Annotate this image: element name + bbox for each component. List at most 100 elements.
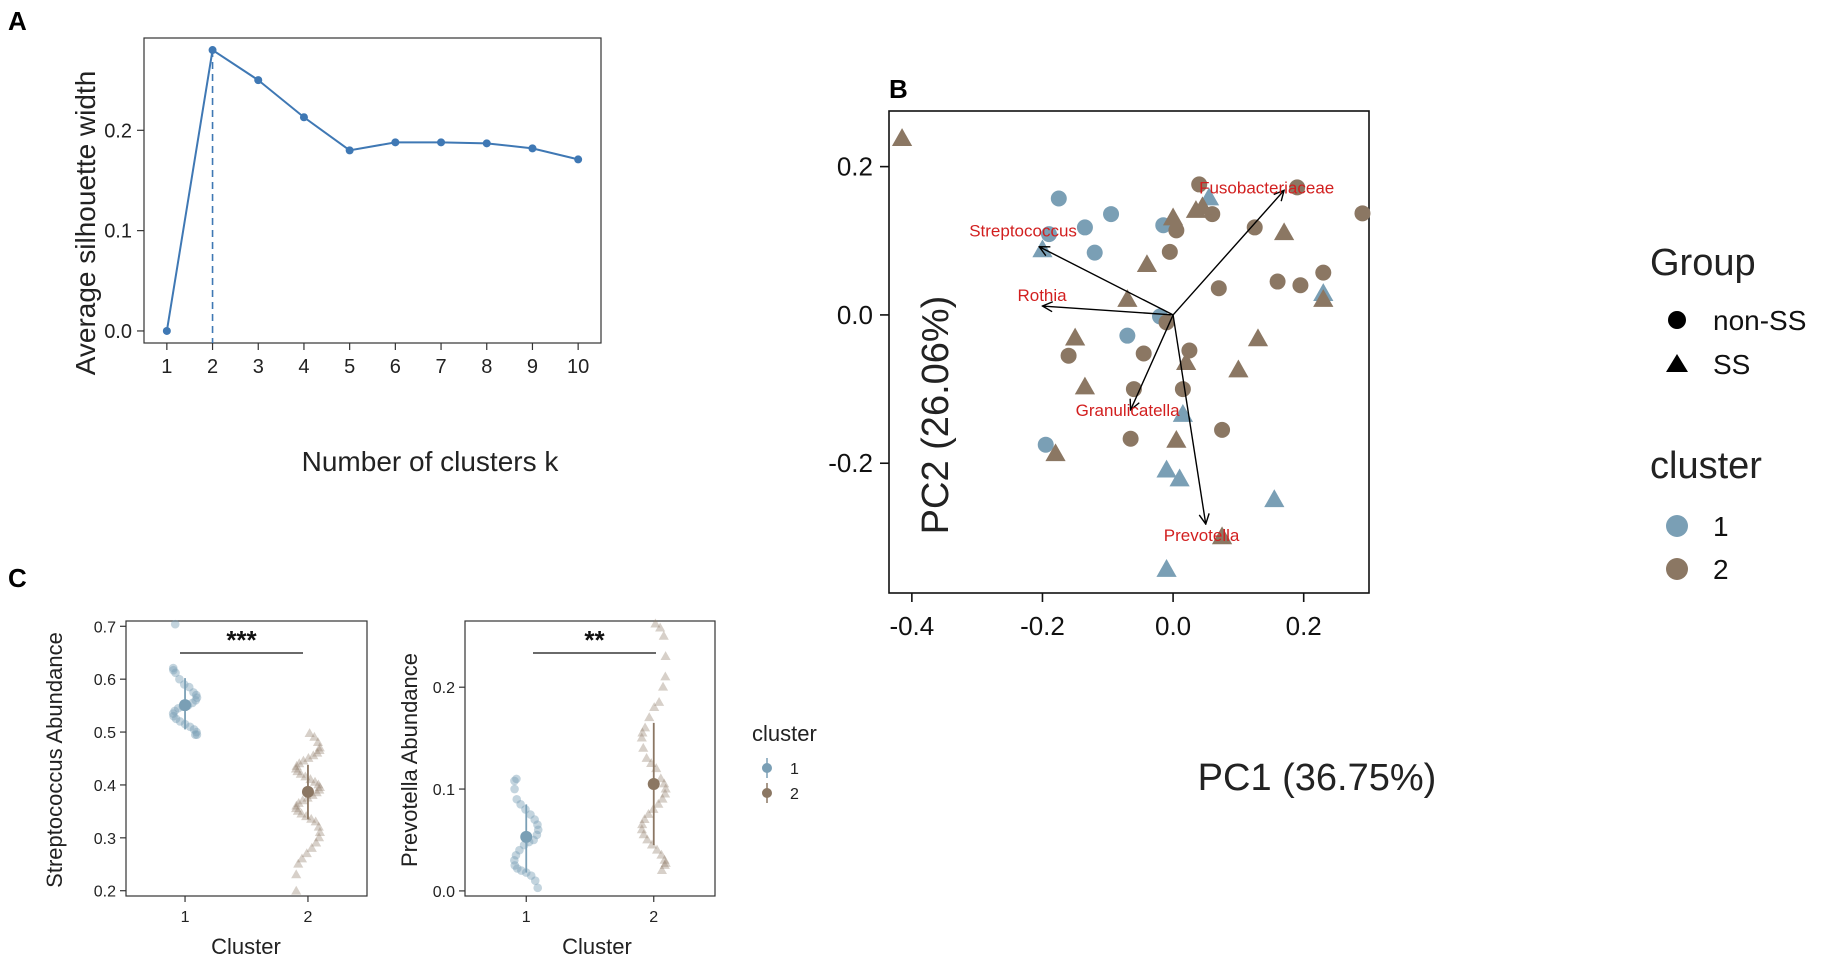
panel-b-point-non-ss (1161, 243, 1178, 260)
panel-b-ylabel: PC2 (26.06%) (915, 296, 957, 535)
panel-c1-significance: *** (226, 625, 257, 655)
panel-a-point (482, 139, 491, 148)
panel-b-legend: Group non-SS SS cluster 1 2 (1650, 242, 1806, 585)
panel-c2-xlabel: Cluster (562, 934, 632, 959)
panel-c2-cluster2-point (639, 814, 650, 824)
panel-b-frame (888, 110, 1370, 594)
panel-c2-cluster1-point (516, 800, 525, 809)
panel-c2-ylabel: Prevotella Abundance (397, 653, 422, 867)
panel-c1-cluster2-point (311, 837, 322, 847)
panel-c1-xtick-label: 1 (181, 909, 190, 926)
panel-c1-cluster2-point (312, 737, 324, 747)
panel-c2-cluster2-point (642, 834, 653, 844)
panel-c1-cluster2-point (291, 803, 302, 813)
panel-c1-cluster1-point (191, 690, 201, 700)
panel-a-xtick-label: 9 (527, 356, 538, 378)
panel-c2-cluster2-point (646, 839, 658, 849)
panel-b-point-ss (1172, 404, 1193, 422)
panel-c2-cluster2-point (658, 630, 669, 640)
panel-c1-cluster2-point (296, 808, 307, 818)
panel-b-loading-label: Rothia (1017, 286, 1067, 305)
panel-b-point-ss (1162, 207, 1184, 226)
panel-c2-cluster1-point (512, 794, 522, 804)
panel-b-point-non-ss (1076, 219, 1093, 236)
panel-b-xlabel: PC1 (36.75%) (1198, 757, 1437, 799)
panel-c2-cluster1-point (510, 861, 520, 870)
panel-c2-cluster1-point (510, 784, 519, 794)
panel-b-ytick-label: 0.0 (837, 300, 873, 330)
panel-c1-cluster1-point (168, 663, 178, 673)
panel-b-point-non-ss (1289, 179, 1306, 196)
panel-a-point (254, 76, 263, 85)
panel-c1-cluster1-point (170, 706, 180, 716)
panel-b-point-non-ss (1041, 226, 1057, 243)
panel-c1-cluster1-point (192, 727, 201, 737)
panel-c2-cluster2-point (650, 618, 661, 628)
panel-c1-cluster1-point (171, 668, 180, 678)
panel-c2-cluster2-point (653, 798, 664, 808)
panel-c1-cluster2-point (292, 805, 303, 815)
panel-c1-cluster2-point (291, 800, 302, 810)
panel-a-xtick-label: 4 (298, 356, 309, 378)
panel-c1-cluster2-point (309, 776, 321, 786)
panel-b-point-ss (1228, 359, 1249, 378)
panel-a-xtick-label: 10 (567, 356, 589, 378)
panel-a-xtick-label: 6 (390, 356, 401, 378)
panel-c1-frame (125, 620, 368, 897)
panel-c2-cluster2-point (640, 722, 651, 732)
panel-c1-cluster1-point (184, 682, 194, 692)
panel-c2-cluster2-point (636, 732, 647, 742)
panel-a-silhouette-chart: 1 2 3 4 5 6 7 8 9 10 0.0 0.1 0.2 (104, 37, 602, 378)
panel-c1-cluster2-point (313, 832, 325, 842)
panel-c1-cluster2-point (301, 848, 312, 858)
panel-c1-cluster2-point (294, 758, 305, 768)
panel-a-point (162, 326, 171, 335)
panel-c2-cluster1-point (510, 776, 519, 786)
panel-b-xtick-label: 0.0 (1155, 611, 1191, 641)
panel-b-point-non-ss (1315, 264, 1332, 281)
panel-a-xlabel: Number of clusters k (302, 446, 560, 477)
panel-c2-cluster2-point (644, 712, 655, 722)
panel-c1-cluster2-point (314, 742, 325, 752)
panel-c1-cluster2-point (291, 760, 302, 770)
legend-cluster-title: cluster (1650, 445, 1762, 487)
panel-c2-cluster2-point (637, 727, 648, 737)
panel-b-point-ss (1185, 200, 1207, 218)
panel-c1-cluster2-point (292, 766, 303, 776)
panel-c2-cluster2-point (660, 651, 671, 661)
panel-c2-cluster2-point (638, 829, 649, 839)
panel-c1-cluster1-point (191, 696, 200, 705)
panel-b-point-non-ss (1292, 277, 1309, 294)
panel-c-prevotella-plot: 0.0 0.1 0.2 1 2 ** (433, 618, 716, 926)
panel-a-point (574, 155, 583, 164)
panel-c1-cluster1-point (192, 730, 202, 740)
panel-c1-cluster2-point (291, 869, 302, 879)
panel-c-legend-title: cluster (752, 721, 817, 746)
panel-c2-cluster2-point (659, 854, 670, 864)
panel-b-ytick-label: -0.2 (828, 448, 873, 478)
panel-c2-significance: ** (584, 625, 605, 655)
panel-c2-cluster2-point (660, 788, 671, 798)
panel-c1-cluster2-point (303, 753, 314, 762)
panel-c-streptococcus-plot: 0.2 0.3 0.4 0.5 0.6 0.7 1 2 *** (94, 619, 368, 926)
panel-c2-cluster1-point (511, 850, 521, 860)
panel-a-point (437, 138, 446, 147)
panel-c2-cluster1-point (530, 815, 539, 824)
panel-c2-cluster2-point (637, 819, 648, 829)
panel-c2-cluster1-point (510, 856, 519, 865)
panel-c1-ytick-label: 0.5 (94, 725, 116, 742)
panel-c1-ytick-label: 0.6 (94, 672, 116, 689)
panel-a-xtick-label: 5 (344, 356, 355, 378)
panel-c1-cluster2-point (297, 795, 308, 805)
panel-c1-ytick-label: 0.2 (94, 884, 116, 901)
panel-b-point-non-ss (1135, 345, 1152, 362)
panel-c2-cluster2-point (636, 824, 647, 834)
panel-c2-cluster2-point (660, 671, 671, 681)
panel-c2-cluster1-point (515, 845, 524, 855)
panel-a-frame (143, 37, 602, 344)
panel-b-point-non-ss (1214, 421, 1231, 438)
panel-c1-mean-point (179, 699, 192, 712)
panel-c1-cluster2-point (304, 728, 315, 738)
panel-b-point-ss (1074, 376, 1096, 395)
